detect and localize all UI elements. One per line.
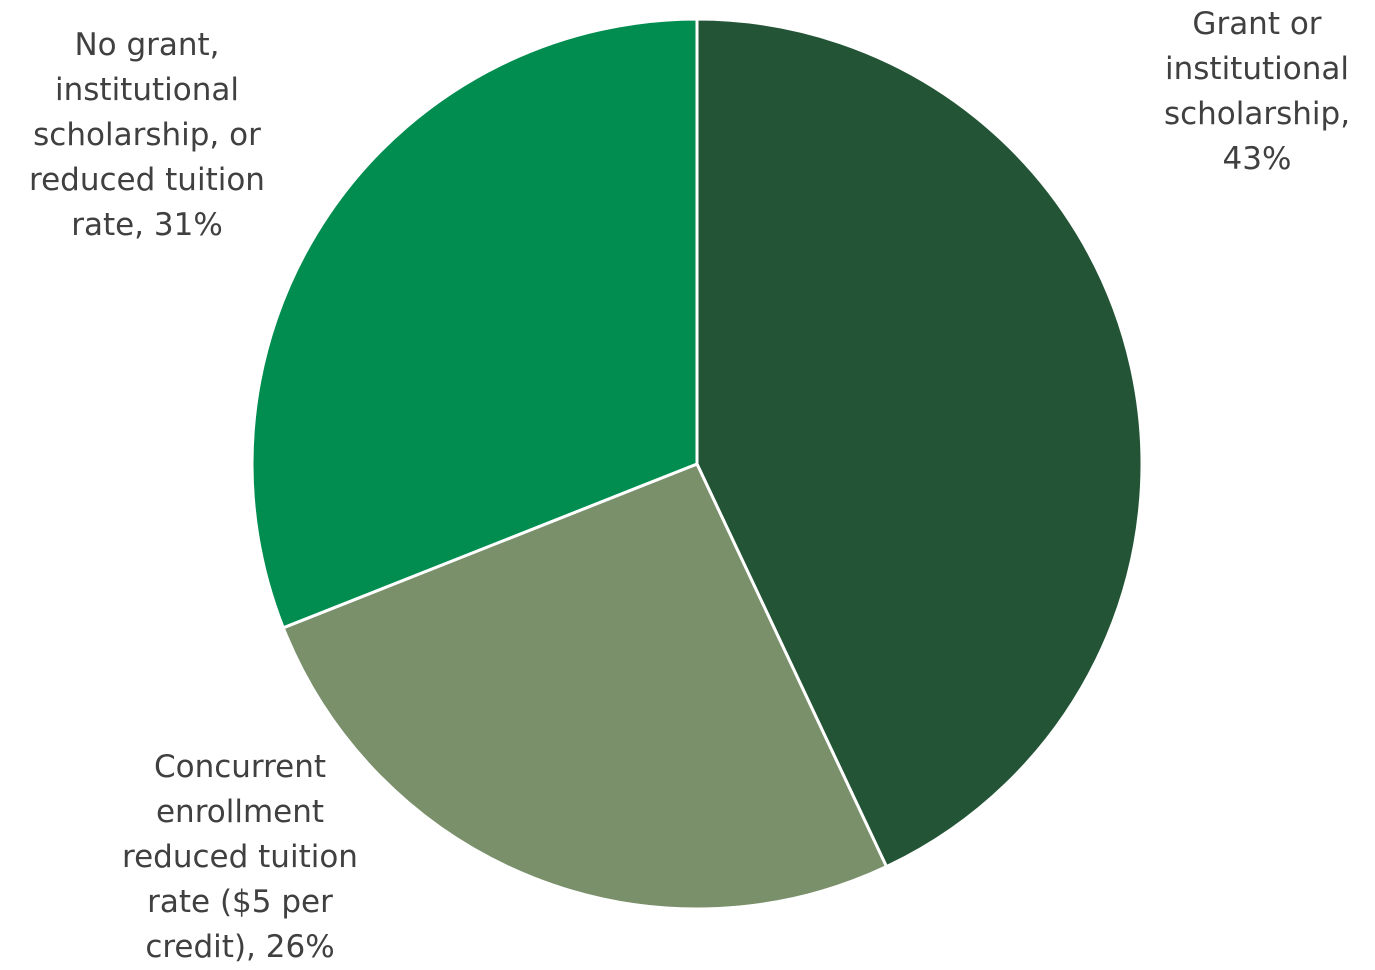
data-label-grant-or-scholarship: Grant or institutional scholarship, 43% [1163, 6, 1351, 177]
pie-slice-no-aid [250, 17, 699, 630]
data-label-no-aid: No grant, institutional scholarship, or … [29, 27, 265, 243]
pie-slice-grant-or-scholarship [695, 17, 1144, 869]
data-label-concurrent-enrollment: Concurrent enrollment reduced tuition ra… [122, 749, 358, 965]
pie-slices [250, 17, 1144, 911]
pie-slice-concurrent-enrollment [281, 462, 888, 911]
